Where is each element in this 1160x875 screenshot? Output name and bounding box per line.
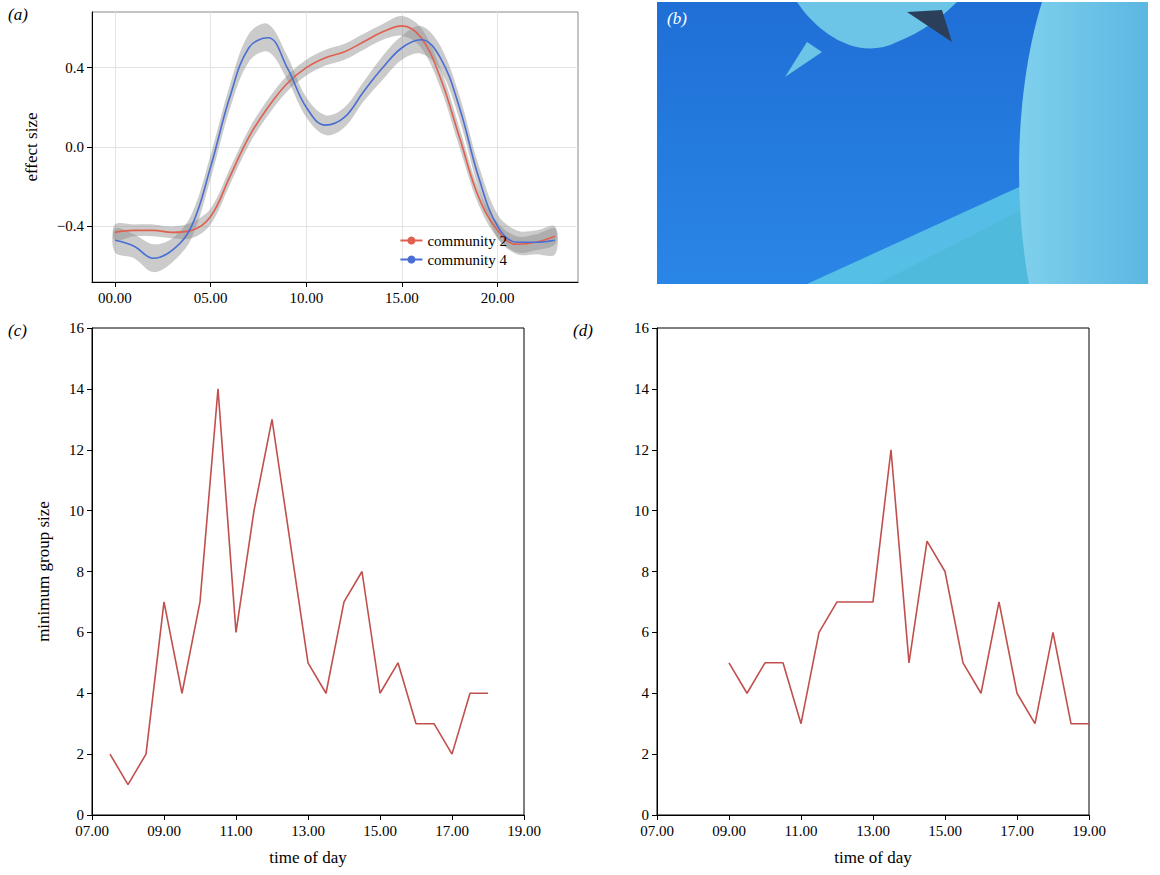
svg-text:10: 10 [634,503,649,519]
svg-text:17.00: 17.00 [1000,823,1034,839]
svg-text:4: 4 [77,685,85,701]
svg-text:11.00: 11.00 [219,823,252,839]
svg-text:0.0: 0.0 [65,139,84,155]
svg-text:07.00: 07.00 [75,823,109,839]
svg-text:16: 16 [69,320,85,336]
svg-text:16: 16 [634,320,650,336]
svg-text:11.00: 11.00 [784,823,817,839]
svg-text:0.4: 0.4 [65,60,84,76]
svg-text:2: 2 [642,746,650,762]
svg-text:07.00: 07.00 [640,823,674,839]
svg-text:14: 14 [69,381,85,397]
svg-text:00.00: 00.00 [98,290,132,306]
svg-text:0: 0 [77,807,85,823]
svg-text:(a): (a) [8,5,28,24]
svg-text:4: 4 [642,685,650,701]
svg-text:minimum group size: minimum group size [34,501,53,642]
svg-text:6: 6 [642,624,650,640]
svg-text:15.00: 15.00 [928,823,962,839]
svg-text:time of day: time of day [269,848,347,867]
svg-text:−0.4: −0.4 [57,218,85,234]
svg-text:effect size: effect size [22,112,41,181]
svg-text:(d): (d) [573,321,593,340]
svg-text:13.00: 13.00 [291,823,325,839]
svg-text:12: 12 [69,442,84,458]
svg-text:6: 6 [77,624,85,640]
svg-text:15.00: 15.00 [363,823,397,839]
svg-text:10.00: 10.00 [289,290,323,306]
svg-text:(c): (c) [8,321,27,340]
svg-text:13.00: 13.00 [856,823,890,839]
svg-text:community 4: community 4 [427,252,507,268]
svg-text:09.00: 09.00 [147,823,181,839]
svg-text:15.00: 15.00 [385,290,419,306]
svg-text:community 2: community 2 [427,233,507,249]
svg-text:09.00: 09.00 [712,823,746,839]
svg-text:12: 12 [634,442,649,458]
svg-text:time of day: time of day [834,848,912,867]
svg-text:05.00: 05.00 [194,290,228,306]
svg-text:(b): (b) [667,9,687,28]
svg-text:8: 8 [77,564,85,580]
svg-text:20.00: 20.00 [481,290,515,306]
svg-text:19.00: 19.00 [507,823,541,839]
svg-text:10: 10 [69,503,84,519]
svg-text:19.00: 19.00 [1072,823,1106,839]
svg-text:0: 0 [642,807,650,823]
svg-text:8: 8 [642,564,650,580]
svg-text:17.00: 17.00 [435,823,469,839]
svg-text:14: 14 [634,381,650,397]
svg-text:2: 2 [77,746,85,762]
